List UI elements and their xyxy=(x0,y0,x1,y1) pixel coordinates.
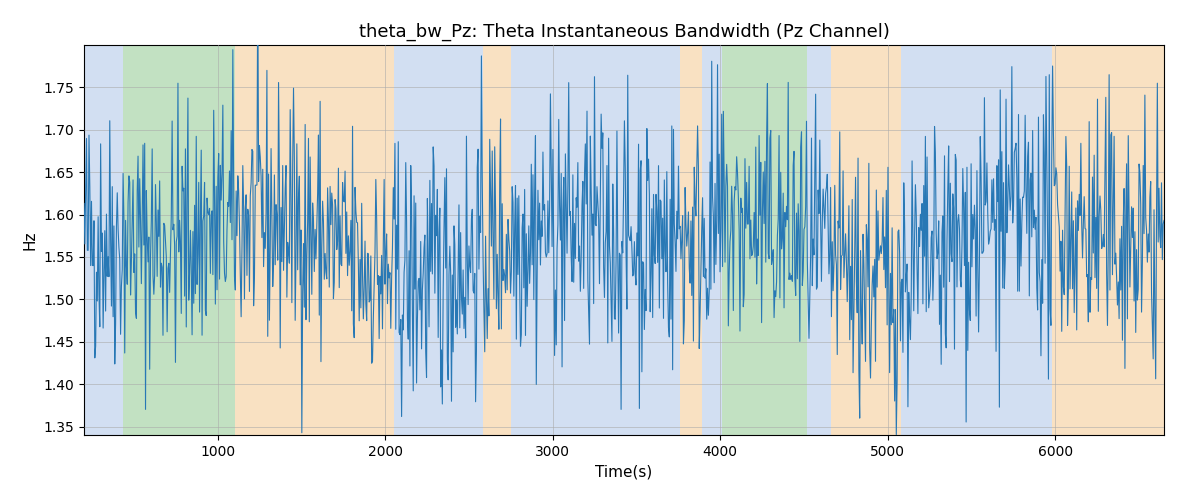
Bar xyxy=(722,45,808,435)
Bar xyxy=(84,45,122,435)
X-axis label: Time(s): Time(s) xyxy=(595,464,653,479)
Bar xyxy=(808,45,830,435)
Bar xyxy=(680,45,702,435)
Bar xyxy=(235,45,394,435)
Bar xyxy=(702,45,722,435)
Title: theta_bw_Pz: Theta Instantaneous Bandwidth (Pz Channel): theta_bw_Pz: Theta Instantaneous Bandwid… xyxy=(359,22,889,41)
Bar xyxy=(482,45,511,435)
Bar xyxy=(511,45,680,435)
Bar xyxy=(122,45,235,435)
Bar xyxy=(830,45,901,435)
Bar xyxy=(901,45,1052,435)
Y-axis label: Hz: Hz xyxy=(23,230,38,250)
Bar xyxy=(1052,45,1164,435)
Bar xyxy=(394,45,482,435)
